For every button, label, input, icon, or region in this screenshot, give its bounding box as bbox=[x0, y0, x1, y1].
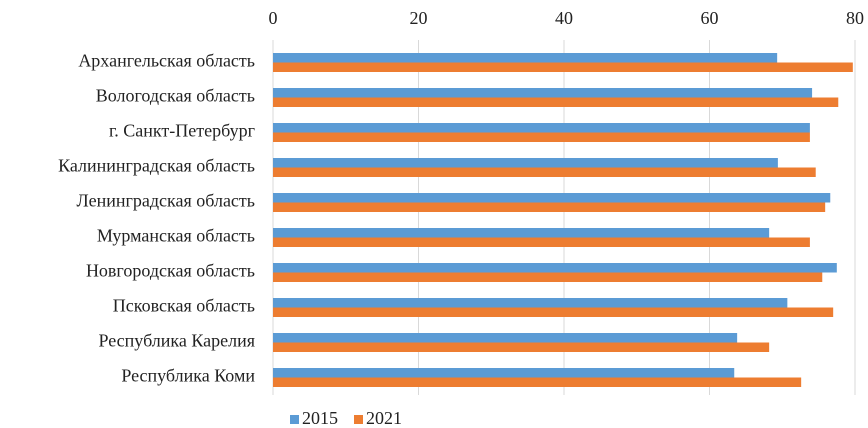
x-tick-label: 60 bbox=[701, 8, 719, 28]
x-tick-label: 80 bbox=[846, 8, 864, 28]
legend-label: 2021 bbox=[366, 408, 402, 428]
y-tick-label: Псковская область bbox=[113, 296, 255, 316]
bar bbox=[273, 298, 788, 308]
legend-swatch bbox=[290, 415, 299, 424]
bar bbox=[273, 167, 816, 177]
bar bbox=[273, 158, 778, 168]
y-tick-label: Республика Коми bbox=[121, 366, 255, 386]
bar bbox=[273, 377, 802, 387]
legend-swatch bbox=[354, 415, 363, 424]
y-tick-label: Калининградская область bbox=[58, 156, 255, 176]
bar bbox=[273, 193, 831, 203]
bar bbox=[273, 342, 770, 352]
x-tick-label: 0 bbox=[269, 8, 278, 28]
bar bbox=[273, 272, 823, 282]
bar bbox=[273, 307, 834, 317]
y-tick-label: г. Санкт-Петербург bbox=[109, 121, 255, 141]
y-tick-label: Ленинградская область bbox=[77, 191, 255, 211]
y-tick-label: Республика Карелия bbox=[98, 331, 255, 351]
bar bbox=[273, 88, 813, 98]
bar bbox=[273, 97, 839, 107]
bar bbox=[273, 237, 810, 247]
x-tick-label: 40 bbox=[555, 8, 573, 28]
y-tick-label: Архангельская область bbox=[78, 51, 255, 71]
bar bbox=[273, 202, 826, 212]
bar bbox=[273, 53, 778, 63]
bar bbox=[273, 123, 810, 133]
bar bbox=[273, 228, 770, 238]
y-tick-label: Новгородская область bbox=[86, 261, 255, 281]
bar bbox=[273, 368, 735, 378]
legend-label: 2015 bbox=[302, 408, 338, 428]
bar bbox=[273, 132, 810, 142]
bar bbox=[273, 263, 837, 273]
bar bbox=[273, 62, 853, 72]
bar bbox=[273, 333, 738, 343]
y-tick-label: Мурманская область bbox=[97, 226, 255, 246]
x-tick-label: 20 bbox=[410, 8, 428, 28]
y-tick-label: Вологодская область bbox=[96, 86, 255, 106]
